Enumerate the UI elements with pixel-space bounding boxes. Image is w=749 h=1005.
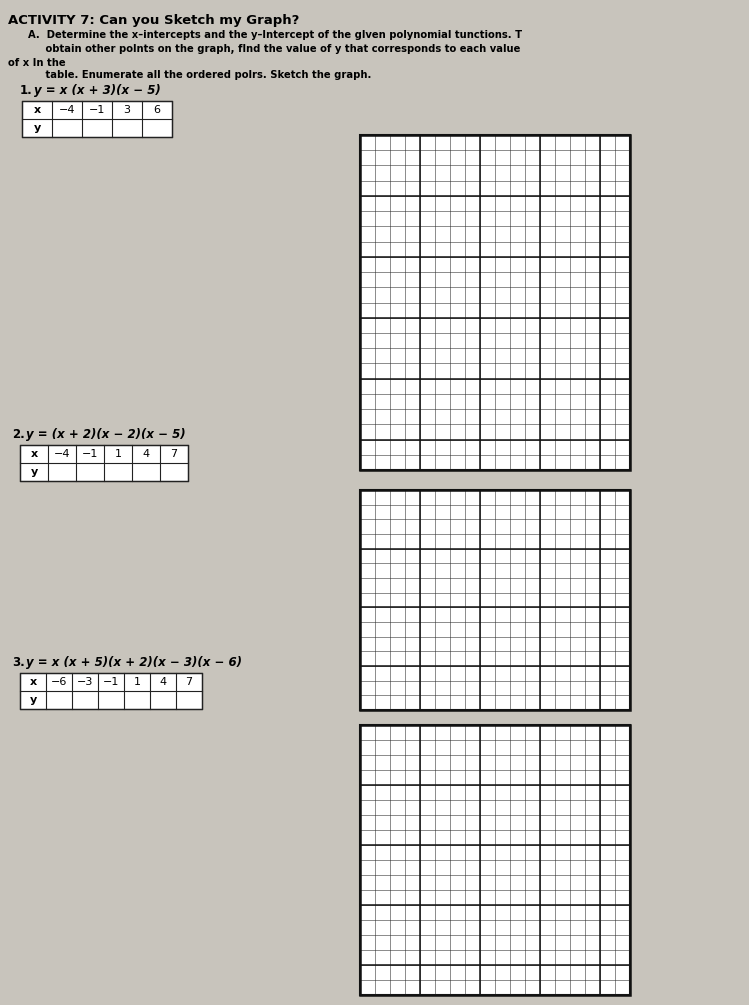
Text: 1: 1	[115, 449, 121, 459]
Text: y: y	[29, 695, 37, 705]
Text: x: x	[29, 677, 37, 687]
Text: −1: −1	[89, 105, 105, 115]
Text: 4: 4	[160, 677, 166, 687]
Text: 1.: 1.	[20, 84, 33, 97]
Text: y: y	[34, 123, 40, 133]
Text: 1: 1	[133, 677, 141, 687]
Text: y = x (x + 3)(x − 5): y = x (x + 3)(x − 5)	[34, 84, 161, 97]
Text: 3: 3	[124, 105, 130, 115]
Text: of x In the: of x In the	[8, 58, 66, 68]
Text: 6: 6	[154, 105, 160, 115]
Text: −4: −4	[58, 105, 75, 115]
Bar	[22, 100, 172, 137]
Text: x: x	[34, 105, 40, 115]
Text: 7: 7	[186, 677, 192, 687]
Text: 3.: 3.	[12, 656, 25, 669]
Text: −3: −3	[77, 677, 93, 687]
Text: ACTIVITY 7: Can you Sketch my Graph?: ACTIVITY 7: Can you Sketch my Graph?	[8, 14, 300, 27]
Text: A.  Determine the x–intercepts and the y–Intercept of the glven polynomial tunct: A. Determine the x–intercepts and the y–…	[28, 30, 522, 40]
Bar	[360, 135, 630, 470]
Bar	[360, 490, 630, 710]
Text: −6: −6	[51, 677, 67, 687]
Bar	[20, 673, 202, 709]
Bar	[20, 445, 188, 481]
Text: y = x (x + 5)(x + 2)(x − 3)(x − 6): y = x (x + 5)(x + 2)(x − 3)(x − 6)	[26, 656, 242, 669]
Text: −1: −1	[82, 449, 98, 459]
Bar	[360, 725, 630, 995]
Bar	[360, 135, 630, 470]
Text: y: y	[31, 467, 37, 477]
Text: −4: −4	[54, 449, 70, 459]
Text: 2.: 2.	[12, 428, 25, 441]
Text: −1: −1	[103, 677, 119, 687]
Text: obtain other polnts on the graph, flnd the value of y that corresponds to each v: obtain other polnts on the graph, flnd t…	[28, 44, 521, 54]
Bar	[360, 725, 630, 995]
Text: x: x	[31, 449, 37, 459]
Text: y = (x + 2)(x − 2)(x − 5): y = (x + 2)(x − 2)(x − 5)	[26, 428, 186, 441]
Text: 7: 7	[171, 449, 178, 459]
Text: table. Enumerate all the ordered polrs. Sketch the graph.: table. Enumerate all the ordered polrs. …	[28, 70, 372, 80]
Bar	[360, 490, 630, 710]
Text: 4: 4	[142, 449, 150, 459]
